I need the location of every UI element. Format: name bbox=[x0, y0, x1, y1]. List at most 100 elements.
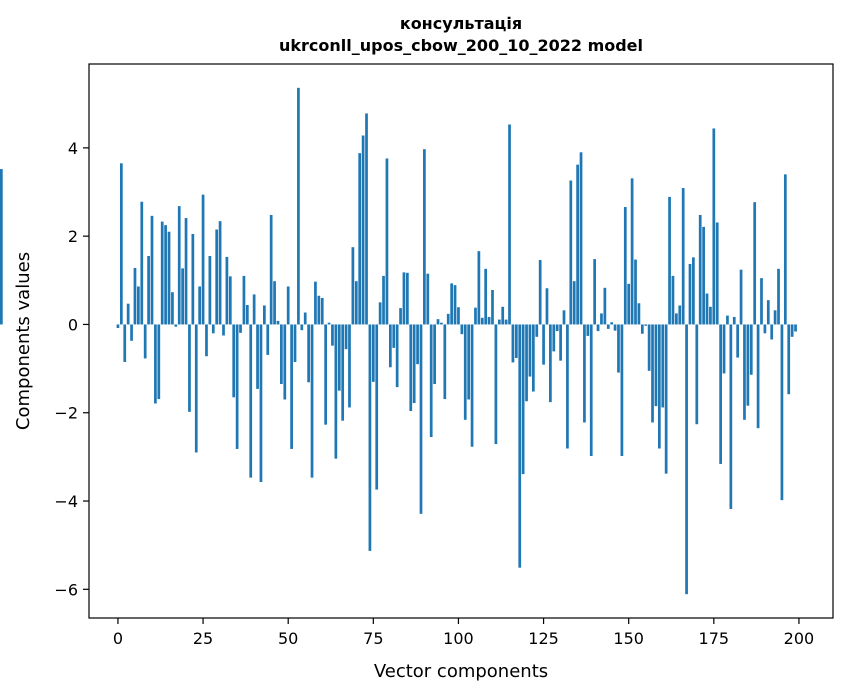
x-tick-label: 125 bbox=[528, 629, 559, 648]
bar-157 bbox=[651, 324, 654, 423]
bar-23 bbox=[194, 324, 198, 453]
bar-135 bbox=[576, 164, 579, 325]
bar-64 bbox=[334, 324, 338, 459]
x-tick-label: 150 bbox=[613, 629, 644, 648]
bar-193 bbox=[773, 310, 777, 325]
bar-149 bbox=[623, 207, 627, 325]
bar-176 bbox=[715, 222, 719, 325]
bar-177 bbox=[719, 324, 722, 464]
x-tick-label: 100 bbox=[443, 629, 474, 648]
bar-86 bbox=[409, 324, 413, 411]
bar-181 bbox=[732, 316, 736, 325]
bar-72 bbox=[361, 135, 365, 325]
bar-81 bbox=[392, 324, 396, 348]
bar-167 bbox=[685, 324, 688, 595]
bar-46 bbox=[273, 281, 276, 325]
bar-114 bbox=[504, 319, 508, 325]
bar-85 bbox=[406, 272, 409, 325]
bar-143 bbox=[603, 287, 607, 325]
bar-30 bbox=[218, 221, 222, 325]
bar-179 bbox=[726, 315, 729, 325]
bar-5 bbox=[133, 267, 137, 325]
bar-29 bbox=[215, 229, 219, 325]
bar-121 bbox=[528, 324, 532, 377]
bar-102 bbox=[463, 324, 467, 420]
bar-67 bbox=[344, 324, 348, 350]
bar-21 bbox=[188, 324, 191, 412]
bar-100 bbox=[457, 307, 460, 325]
bar-65 bbox=[337, 324, 341, 391]
bar-194 bbox=[777, 268, 780, 325]
bar-153 bbox=[637, 303, 641, 325]
bar-70 bbox=[354, 281, 358, 325]
bar-39 bbox=[249, 324, 253, 478]
bar-198 bbox=[790, 324, 794, 337]
bar-175 bbox=[712, 128, 716, 325]
bar-41 bbox=[256, 324, 259, 389]
bar-87 bbox=[412, 324, 416, 404]
bar-196 bbox=[783, 174, 787, 325]
bar-180 bbox=[729, 324, 733, 509]
y-axis-ticks: −6 −4 −2 0 2 4 bbox=[54, 139, 89, 599]
bar-106 bbox=[477, 251, 481, 325]
bar-56 bbox=[307, 324, 310, 383]
bar-40 bbox=[252, 294, 256, 325]
bar-11 bbox=[154, 324, 157, 404]
bar-undefined bbox=[0, 169, 3, 325]
bar-169 bbox=[692, 257, 695, 325]
bar-71 bbox=[358, 153, 362, 325]
bar-131 bbox=[562, 310, 566, 325]
bar-31 bbox=[222, 324, 225, 336]
bar-89 bbox=[419, 324, 423, 514]
bar-192 bbox=[770, 324, 774, 340]
y-axis-label: Components values bbox=[13, 252, 34, 430]
bar-113 bbox=[501, 306, 505, 325]
bar-50 bbox=[286, 286, 290, 325]
y-tick-label: 4 bbox=[68, 139, 78, 158]
bar-195 bbox=[780, 324, 784, 501]
bar-160 bbox=[661, 324, 665, 408]
bar-138 bbox=[586, 324, 590, 336]
bar-82 bbox=[395, 324, 399, 388]
bar-66 bbox=[341, 324, 345, 421]
bar-35 bbox=[235, 324, 239, 449]
bar-48 bbox=[280, 324, 283, 385]
bar-26 bbox=[205, 324, 208, 357]
bar-42 bbox=[259, 324, 263, 483]
bar-186 bbox=[749, 324, 753, 375]
bar-187 bbox=[753, 202, 757, 325]
chart-title: консультація bbox=[400, 14, 522, 33]
bar-161 bbox=[664, 324, 668, 474]
bar-95 bbox=[440, 322, 443, 325]
bar-154 bbox=[640, 324, 644, 334]
bar-144 bbox=[606, 324, 610, 329]
plot-area-frame bbox=[88, 63, 834, 619]
bar-55 bbox=[303, 312, 307, 325]
bar-165 bbox=[678, 305, 682, 325]
bar-129 bbox=[555, 324, 559, 332]
bar-74 bbox=[368, 324, 372, 551]
bar-76 bbox=[375, 324, 379, 490]
y-tick-label: 0 bbox=[68, 315, 78, 334]
bar-77 bbox=[378, 302, 382, 325]
bar-133 bbox=[569, 180, 573, 325]
bar-171 bbox=[698, 214, 702, 325]
bar-1 bbox=[119, 163, 123, 325]
bar-134 bbox=[572, 281, 576, 325]
bar-63 bbox=[331, 324, 334, 346]
bar-159 bbox=[657, 324, 661, 449]
bar-109 bbox=[487, 316, 491, 325]
bar-119 bbox=[521, 324, 525, 475]
bar-152 bbox=[634, 259, 637, 325]
bar-78 bbox=[382, 275, 385, 325]
bar-148 bbox=[620, 324, 624, 456]
bar-53 bbox=[297, 87, 300, 325]
bar-146 bbox=[613, 324, 617, 331]
y-tick-label: 2 bbox=[68, 227, 78, 246]
bar-132 bbox=[566, 324, 569, 449]
bar-49 bbox=[283, 324, 287, 400]
bar-80 bbox=[388, 324, 392, 368]
bar-54 bbox=[300, 324, 304, 331]
bar-90 bbox=[423, 149, 426, 325]
bar-16 bbox=[171, 292, 174, 325]
